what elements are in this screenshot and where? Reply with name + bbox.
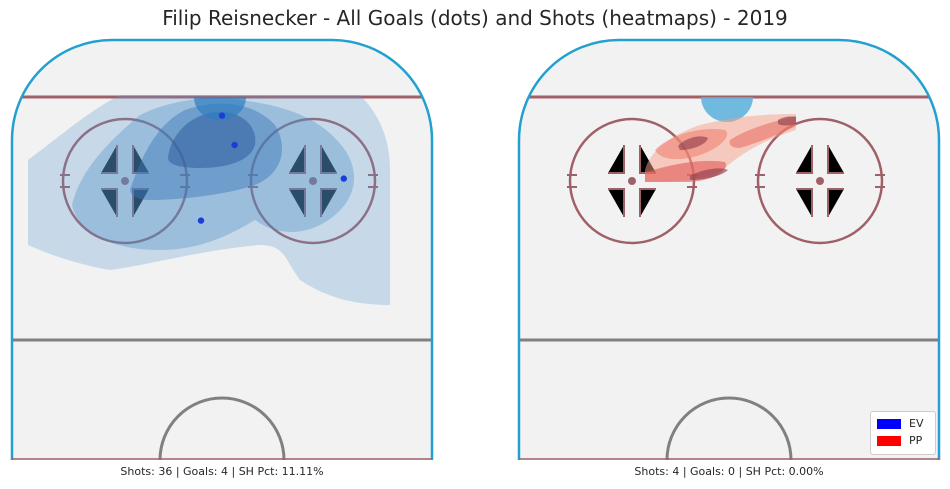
center-circle-left (158, 396, 286, 460)
faceoff-circle-right-2 (756, 117, 884, 245)
ev-goal-dots (197, 112, 347, 224)
legend-swatch-pp (877, 436, 901, 446)
legend-item-ev: EV (877, 417, 923, 431)
legend-label-pp: PP (909, 434, 923, 447)
legend-swatch-ev (877, 419, 901, 429)
ev-panel (10, 38, 434, 460)
ev-density-level-4 (168, 111, 256, 168)
goal-dot-2 (231, 141, 238, 149)
faceoff-dot-left-1 (121, 177, 129, 185)
faceoff-dot-left-2 (309, 177, 317, 185)
faceoff-circle-left-1 (61, 117, 189, 245)
legend: EV PP (870, 411, 936, 455)
pp-goal-crease (701, 97, 753, 122)
ev-density-crease (194, 97, 246, 120)
hash-marks-right (567, 145, 885, 217)
ev-density-level-1 (28, 95, 390, 305)
boards-left (10, 38, 434, 460)
faceoff-dot-right-2 (816, 177, 824, 185)
faceoff-circle-left-2 (249, 117, 377, 245)
ev-density-level-2 (72, 98, 355, 250)
goal-dot-3 (340, 175, 347, 182)
legend-item-pp: PP (877, 434, 922, 448)
boards-right (517, 38, 941, 460)
goal-dot-1 (218, 112, 226, 119)
pp-density-peak-2 (690, 168, 728, 180)
center-circle-right (665, 396, 793, 460)
pp-stats-label: Shots: 4 | Goals: 0 | SH Pct: 0.00% (634, 465, 824, 478)
ev-stats-label: Shots: 36 | Goals: 4 | SH Pct: 11.11% (120, 465, 324, 478)
goal-dot-4 (197, 217, 205, 224)
legend-label-ev: EV (909, 417, 924, 430)
hash-marks-left (60, 145, 378, 217)
faceoff-dot-right-1 (628, 177, 636, 185)
pp-panel (517, 38, 941, 460)
pp-density-peak-3 (778, 116, 796, 126)
chart-title: Filip Reisnecker - All Goals (dots) and … (162, 6, 788, 30)
pp-density-peak-1 (678, 136, 708, 150)
